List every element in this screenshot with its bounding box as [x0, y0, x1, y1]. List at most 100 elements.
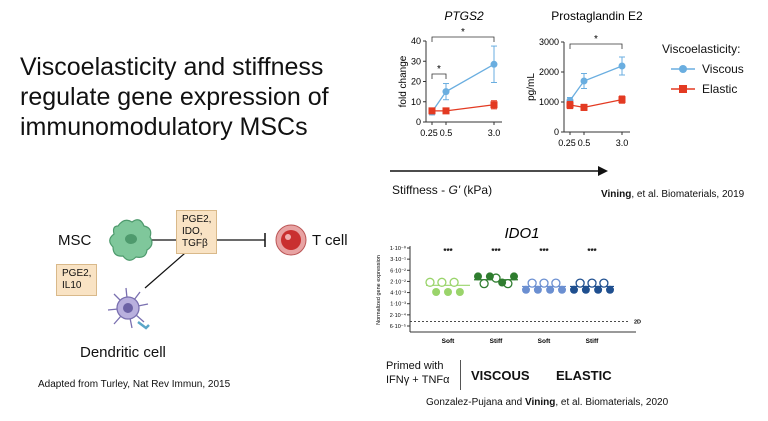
- x-tick-label: 0.5: [440, 128, 453, 138]
- data-point-elastic: [442, 107, 450, 115]
- significance-marker: *: [461, 27, 465, 38]
- citation-2019: Vining, et al. Biomaterials, 2019: [601, 189, 744, 200]
- dendritic-cell-icon: [107, 287, 150, 330]
- box-top-line-1: PGE2, IDO,: [182, 214, 212, 237]
- legend-item-elastic: Elastic: [670, 82, 744, 96]
- data-point-primed: [606, 285, 614, 294]
- data-point-primed: [510, 272, 518, 281]
- data-point-viscous: [442, 88, 450, 96]
- significance-marker: ***: [443, 247, 453, 256]
- citation-2019-rest: , et al. Biomaterials, 2019: [631, 189, 745, 200]
- data-point-primed: [432, 288, 441, 297]
- x-category-label: Soft: [442, 338, 455, 345]
- data-point-primed: [594, 285, 603, 294]
- chart-title: IDO1: [504, 225, 539, 242]
- schematic-citation: Adapted from Turley, Nat Rev Immun, 2015: [38, 379, 231, 390]
- stiffness-prefix: Stiffness -: [392, 183, 449, 197]
- primed-divider: [460, 360, 461, 390]
- series-line-viscous: [569, 65, 623, 101]
- citation-2020-pre: Gonzalez-Pujana and: [426, 397, 525, 408]
- chart-title: PTGS2: [444, 9, 484, 23]
- primed-line-2: IFNγ + TNFα: [386, 374, 450, 386]
- x-category-label: Soft: [538, 338, 551, 345]
- data-point-elastic: [490, 101, 498, 109]
- y-tick-label: 10: [411, 97, 421, 107]
- x-category-label: Stiff: [490, 338, 503, 345]
- t-cell-icon: [275, 224, 307, 256]
- data-point-primed: [581, 285, 590, 294]
- data-point-primed: [444, 288, 452, 297]
- y-axis-label: pg/mL: [526, 73, 537, 101]
- t-cell-label: T cell: [312, 232, 348, 249]
- y-tick-label: 6·10⁻⁵: [390, 323, 406, 330]
- data-point-elastic: [618, 96, 626, 104]
- y-tick-label: 0: [554, 127, 559, 137]
- title-line-2: regulate gene expression of: [20, 83, 329, 111]
- series-line-elastic: [569, 98, 623, 109]
- elastic-group-label: ELASTIC: [556, 368, 612, 383]
- data-point-untreated: [587, 278, 597, 288]
- y-tick-label: 20: [411, 77, 421, 87]
- msc-cell-icon: [109, 219, 153, 261]
- box-top-line-2: TGFβ: [182, 238, 208, 249]
- primed-line-1: Primed with: [386, 360, 444, 372]
- significance-bracket: [431, 73, 447, 79]
- data-point-untreated: [599, 278, 609, 288]
- x-tick-label: 3.0: [488, 128, 501, 138]
- y-tick-label: 3000: [539, 37, 559, 47]
- citation-2020-rest: , et al. Biomaterials, 2020: [555, 397, 669, 408]
- citation-2020-author: Vining: [524, 397, 556, 408]
- data-point-elastic: [428, 107, 436, 115]
- stiffness-axis-label: Stiffness - G' (kPa): [392, 183, 492, 197]
- x-category-label: Stiff: [586, 338, 599, 345]
- data-point-elastic: [566, 101, 574, 109]
- data-point-primed: [533, 285, 542, 294]
- ido1-chart: IDO1 1·10⁻⁰ 3·10⁻¹ 6·10⁻² 2·10⁻² 4·10⁻³ 1·10⁻³…: [376, 225, 641, 345]
- y-tick-label: 2·10⁻²: [390, 279, 406, 285]
- data-point-primed: [522, 285, 530, 294]
- stiffness-g-symbol: G': [448, 183, 461, 197]
- title-line-3: immunomodulatory MSCs: [20, 113, 308, 141]
- y-tick-label: 2·10⁻⁴: [390, 312, 407, 319]
- msc-label: MSC: [58, 232, 92, 249]
- x-tick-label: 3.0: [616, 138, 629, 148]
- legend-swatch: [671, 65, 695, 73]
- citation-2020: Gonzalez-Pujana and Vining, et al. Bioma…: [426, 397, 668, 408]
- significance-marker: *: [594, 34, 598, 45]
- y-tick-label: 1·10⁻³: [390, 302, 406, 308]
- citation-2019-author: Vining: [601, 189, 632, 200]
- data-point-primed: [485, 272, 494, 281]
- y-axis-label: Normalized gene expression: [376, 255, 382, 325]
- ptgs2-chart: PTGS2 0 10 20 30 40 0.25 0.5 3.0 fold change * *: [398, 9, 502, 138]
- x-tick-label: 0.25: [558, 138, 576, 148]
- data-point-primed: [546, 285, 555, 294]
- y-tick-label: 0: [416, 117, 421, 127]
- series-line-viscous: [431, 63, 495, 113]
- data-point-untreated: [527, 278, 537, 288]
- significance-bracket: [431, 36, 495, 42]
- viscous-group-label: VISCOUS: [471, 368, 530, 383]
- data-point-primed: [455, 288, 464, 297]
- stiffness-arrow: [390, 166, 608, 176]
- secreted-factors-box: PGE2, IDO, TGFβ: [176, 210, 218, 254]
- data-point-untreated: [575, 278, 585, 288]
- legend: Viscoelasticity: Viscous Elastic: [662, 42, 744, 96]
- x-tick-label: 0.25: [420, 128, 438, 138]
- primed-label: Primed with IFNγ + TNFα: [386, 359, 450, 387]
- data-point-primed: [498, 278, 507, 287]
- significance-marker: ***: [539, 247, 549, 256]
- y-axis-label: fold change: [398, 55, 409, 107]
- data-point-untreated: [539, 278, 549, 288]
- data-point-primed: [474, 272, 482, 281]
- reference-label: 2D: [634, 320, 641, 326]
- data-point-untreated: [479, 279, 489, 289]
- y-tick-label: 1·10⁻⁰: [390, 245, 407, 252]
- legend-label: Viscous: [702, 62, 744, 76]
- data-point-viscous: [580, 77, 588, 85]
- pge2-chart: Prostaglandin E2 0 1000 2000 3000 0.25 0.5 3.0 p…: [526, 9, 643, 148]
- data-point-primed: [558, 285, 566, 294]
- data-point-viscous: [618, 62, 626, 70]
- series-line-elastic: [432, 104, 495, 112]
- data-point-primed: [570, 285, 578, 294]
